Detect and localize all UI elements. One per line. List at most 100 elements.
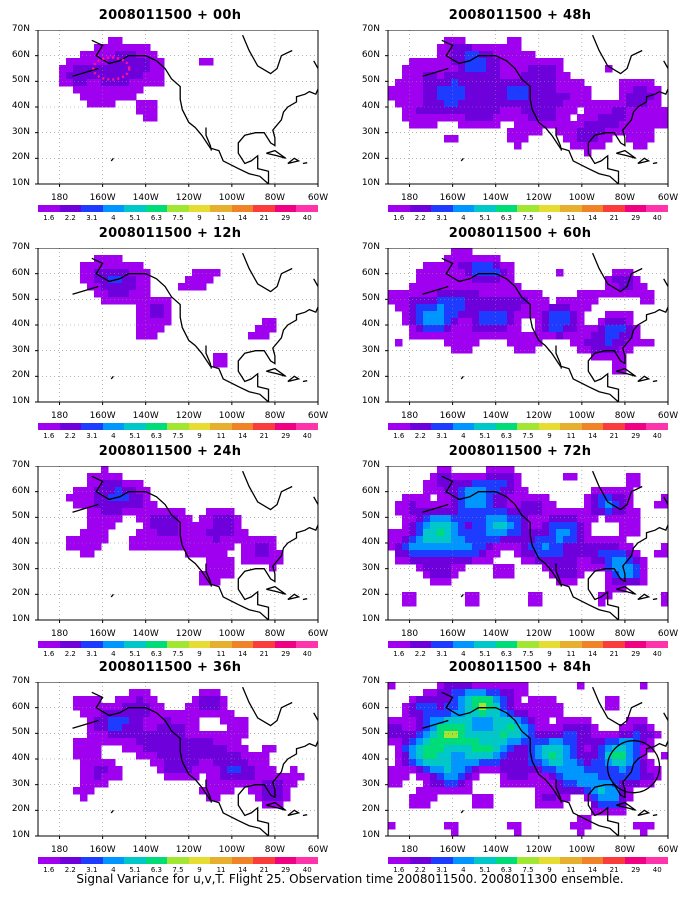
- variance-cell: [528, 79, 536, 87]
- variance-cell: [605, 585, 613, 593]
- variance-cell: [556, 86, 564, 94]
- variance-cell: [612, 578, 620, 586]
- variance-cell: [514, 710, 522, 718]
- variance-cell: [430, 766, 438, 774]
- variance-cell: [570, 724, 578, 732]
- variance-cell: [136, 515, 144, 523]
- variance-cell: [150, 745, 158, 753]
- variance-cell: [619, 766, 627, 774]
- variance-cell: [584, 564, 592, 572]
- variance-cell: [213, 745, 221, 753]
- variance-cell: [528, 58, 536, 66]
- colorbar-swatch: [431, 423, 453, 430]
- variance-cell: [255, 325, 263, 333]
- colorbar-swatch: [452, 205, 475, 212]
- colorbar-swatch: [188, 641, 211, 648]
- colorbar-label: 5.1: [129, 432, 141, 440]
- variance-cell: [465, 86, 473, 94]
- variance-cell: [150, 79, 158, 87]
- y-tick-label: 40N: [361, 753, 380, 763]
- variance-cell: [507, 529, 515, 537]
- colorbar-label: 4: [461, 214, 466, 222]
- coastline: [460, 375, 464, 380]
- coastline: [587, 60, 668, 184]
- variance-cell: [395, 717, 403, 725]
- colorbar-label: 14: [238, 432, 248, 440]
- variance-cell: [521, 72, 529, 80]
- variance-cell: [472, 731, 480, 739]
- coastline: [72, 285, 99, 295]
- y-tick-label: 30N: [11, 126, 30, 137]
- variance-cell: [626, 346, 634, 354]
- colorbar-label: 14: [238, 866, 248, 874]
- variance-cell: [437, 773, 445, 781]
- variance-cell: [423, 571, 431, 579]
- colorbar-swatch: [102, 423, 125, 430]
- variance-cell: [472, 689, 480, 697]
- colorbar-swatch: [409, 423, 432, 430]
- colorbar-label: 40: [302, 214, 312, 222]
- variance-cell: [605, 759, 613, 767]
- variance-cell: [143, 724, 151, 732]
- coastline: [555, 345, 563, 369]
- variance-cell: [556, 304, 564, 312]
- variance-cell: [500, 487, 508, 495]
- colorbar-label: 9: [547, 866, 552, 874]
- colorbar-swatch: [231, 205, 254, 212]
- variance-cell: [626, 79, 634, 87]
- variance-cell: [584, 522, 592, 530]
- colorbar-swatch: [81, 205, 103, 212]
- variance-cell: [409, 543, 417, 551]
- variance-cell: [143, 332, 151, 340]
- variance-cell: [633, 107, 641, 115]
- variance-cell: [570, 571, 578, 579]
- variance-cell: [108, 79, 116, 87]
- coastline: [637, 809, 651, 817]
- variance-cell: [549, 543, 557, 551]
- y-tick-label: 50N: [11, 293, 30, 304]
- variance-cell: [395, 752, 403, 760]
- variance-cell: [409, 522, 417, 530]
- variance-cell: [213, 773, 221, 781]
- variance-cell: [465, 759, 473, 767]
- variance-cell: [493, 689, 501, 697]
- variance-cell: [458, 696, 466, 704]
- variance-cell: [619, 318, 627, 326]
- variance-cell: [199, 269, 207, 277]
- variance-cell: [143, 283, 151, 291]
- variance-cell: [80, 787, 88, 795]
- variance-cell: [591, 494, 599, 502]
- variance-cell: [402, 724, 410, 732]
- variance-cell: [80, 773, 88, 781]
- variance-cell: [472, 592, 480, 600]
- variance-cell: [115, 508, 123, 516]
- variance-cell: [647, 822, 655, 830]
- variance-cell: [143, 297, 151, 305]
- colorbar-swatch: [409, 205, 432, 212]
- variance-cell: [577, 787, 585, 795]
- variance-cell: [80, 65, 88, 73]
- colorbar-label: 11: [566, 650, 576, 658]
- variance-cell: [556, 703, 564, 711]
- variance-cell: [416, 752, 424, 760]
- variance-cell: [549, 58, 557, 66]
- variance-cell: [255, 557, 263, 565]
- variance-cell: [542, 65, 550, 73]
- variance-cell: [535, 86, 543, 94]
- variance-cell: [500, 710, 508, 718]
- variance-cell: [619, 311, 627, 319]
- variance-cell: [80, 780, 88, 788]
- variance-cell: [451, 571, 459, 579]
- variance-cell: [654, 107, 662, 115]
- variance-cell: [150, 501, 158, 509]
- variance-cell: [409, 766, 417, 774]
- y-tick-label: 60N: [361, 485, 380, 496]
- variance-cell: [437, 550, 445, 558]
- variance-cell: [598, 494, 606, 502]
- variance-cell: [402, 107, 410, 115]
- variance-cell: [143, 325, 151, 333]
- variance-cell: [472, 759, 480, 767]
- variance-cell: [143, 58, 151, 66]
- variance-cell: [423, 58, 431, 66]
- variance-cell: [213, 794, 221, 802]
